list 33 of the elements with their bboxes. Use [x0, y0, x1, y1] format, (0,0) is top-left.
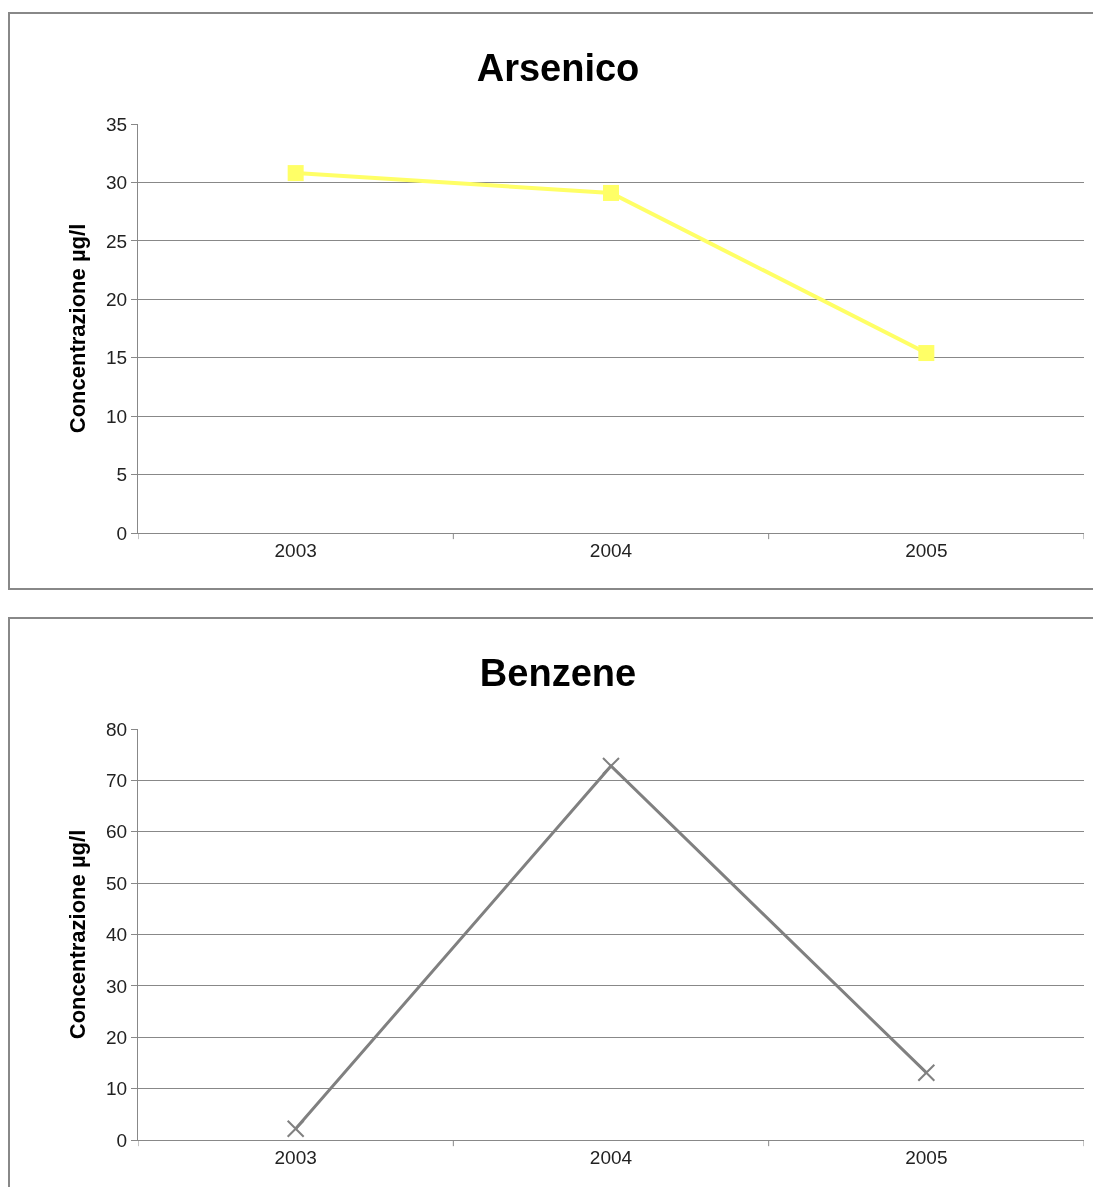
y-tick-label: 40 [106, 924, 128, 946]
y-tick-label: 10 [106, 405, 128, 427]
x-tick-label: 2003 [274, 539, 317, 561]
y-tick-label: 0 [116, 1129, 128, 1151]
y-tick-label: 20 [106, 288, 128, 310]
point [918, 345, 935, 362]
y-axis-title: Concentrazione µg/l [64, 829, 90, 1040]
x-tick-label: 2005 [905, 1146, 948, 1168]
y-tick-label: 10 [106, 1078, 128, 1100]
point [286, 1119, 305, 1138]
point [602, 756, 620, 775]
point [287, 165, 304, 182]
y-tick-label: 5 [116, 464, 128, 486]
y-tick-label: 15 [106, 347, 128, 369]
point [603, 184, 619, 201]
y-tick-label: 70 [106, 770, 128, 792]
y-tick-label: 30 [106, 975, 128, 997]
y-tick-label: 60 [106, 821, 128, 843]
y-tick-label: 30 [106, 172, 128, 194]
y-tick-label: 0 [116, 522, 128, 544]
x-tick-label: 2004 [589, 539, 633, 561]
chart-title: Benzene [479, 651, 637, 694]
y-tick-label: 80 [106, 718, 128, 740]
x-tick-label: 2005 [905, 539, 948, 561]
y-tick-label: 35 [106, 113, 128, 135]
x-tick-label: 2003 [274, 1146, 317, 1168]
y-tick-label: 25 [106, 230, 128, 252]
y-tick-label: 20 [106, 1026, 128, 1048]
x-tick-label: 2004 [589, 1146, 633, 1168]
point [917, 1063, 936, 1082]
chart-title: Arsenico [476, 46, 640, 89]
y-tick-label: 50 [106, 872, 128, 894]
y-axis-title: Concentrazione µg/l [64, 223, 90, 434]
